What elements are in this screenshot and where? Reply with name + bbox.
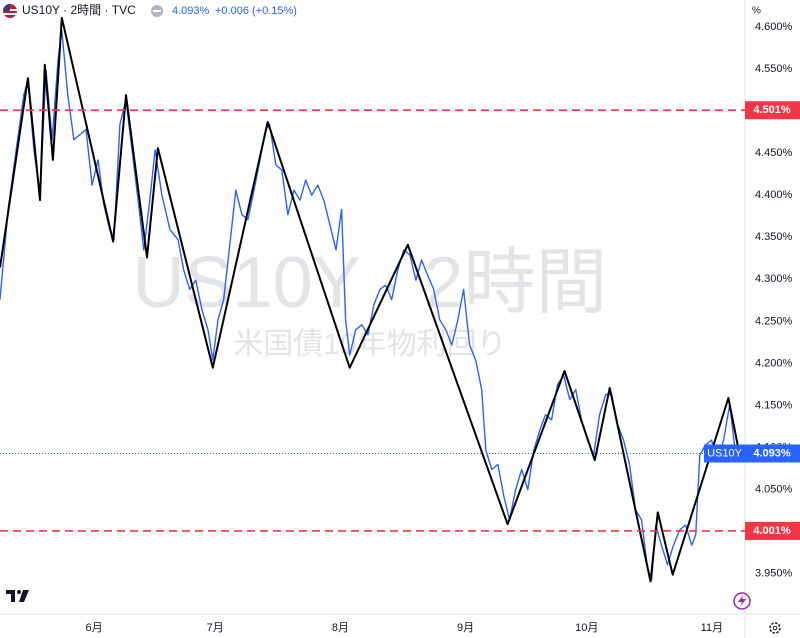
header-change: +0.006 (+0.15%) xyxy=(215,5,297,17)
y-tick-label: 4.550% xyxy=(755,63,793,75)
price-label: 4.501% xyxy=(753,104,791,116)
logo-part xyxy=(11,590,15,602)
price-label-box xyxy=(745,521,800,540)
header-price: 4.093% xyxy=(172,5,210,17)
y-tick-label: 4.400% xyxy=(755,189,793,201)
logo-part xyxy=(6,590,15,594)
x-tick-label: 11月 xyxy=(701,622,723,634)
settings-icon xyxy=(772,625,778,631)
header: US10Y · 2時間 · TVC 4.093% +0.006 (+0.15%)… xyxy=(3,3,761,18)
status-icon-bar xyxy=(153,10,161,12)
x-tick-label: 8月 xyxy=(332,622,349,634)
logo-part xyxy=(17,590,21,594)
watermark-title: US10Y · 2時間 xyxy=(133,243,608,323)
lightning-icon xyxy=(738,595,746,607)
y-tick-label: 4.450% xyxy=(755,147,793,159)
last-price-box xyxy=(745,444,800,463)
flag-stripe xyxy=(3,13,17,15)
zigzag-line xyxy=(0,16,739,583)
x-tick-label: 7月 xyxy=(207,622,224,634)
symbol-title: US10Y · 2時間 · TVC xyxy=(22,3,136,17)
x-tick-label: 10月 xyxy=(575,622,598,634)
y-tick-label: 4.600% xyxy=(755,21,793,33)
y-tick-label: 4.250% xyxy=(755,315,793,327)
y-tick-label: 4.350% xyxy=(755,231,793,243)
last-price-label: 4.093% xyxy=(753,447,791,459)
x-tick-label: 6月 xyxy=(86,622,103,634)
y-tick-label: 4.150% xyxy=(755,399,793,411)
plot-area xyxy=(0,16,745,583)
settings-button[interactable] xyxy=(769,622,781,634)
y-tick-label: 4.050% xyxy=(755,484,793,496)
watermark-subtitle: 米国債10年物利回り xyxy=(233,328,506,361)
y-tick-label: 4.200% xyxy=(755,357,793,369)
lightning-button[interactable] xyxy=(733,592,751,610)
tradingview-logo xyxy=(6,590,29,602)
series-badge xyxy=(704,444,745,463)
flag-canton xyxy=(3,4,10,11)
price-axis-unit: % xyxy=(752,6,761,17)
price-label: 4.001% xyxy=(753,525,791,537)
logo-part xyxy=(19,590,29,602)
y-tick-label: 3.950% xyxy=(755,568,793,580)
series-badge-label: US10Y xyxy=(707,447,743,459)
x-tick-label: 9月 xyxy=(457,622,474,634)
price-label-box xyxy=(745,101,800,120)
y-tick-label: 4.300% xyxy=(755,273,793,285)
